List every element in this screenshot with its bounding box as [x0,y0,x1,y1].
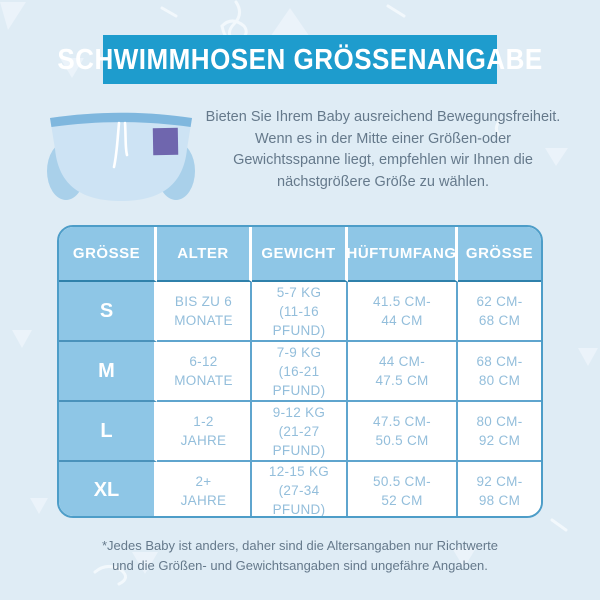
cell-size-cm-xl: 92 CM- 98 CM [458,462,541,516]
intro-line: Gewichtsspanne liegt, empfehlen wir Ihne… [233,152,533,168]
size-table: GRÖSSE ALTER GEWICHT HÜFTUMFANG GRÖSSE S… [57,225,543,518]
cell-line: 41.5 CM- [373,294,431,309]
cell-line: 80 CM [478,373,521,388]
footnote: *Jedes Baby ist anders, daher sind die A… [0,536,600,575]
cell-weight-l: 9-12 KG (21-27 PFUND) [252,402,348,462]
col-header-alter: ALTER [157,227,252,282]
cell-weight-xl: 12-15 KG (27-34 PFUND) [252,462,348,517]
page-title: SCHWIMMHOSEN GRÖSSENANGABE [57,42,543,76]
cell-line: MONATE [174,373,233,388]
cell-hip-s: 41.5 CM- 44 CM [348,282,458,342]
cell-size-cm-l: 80 CM- 92 CM [458,402,541,462]
intro-line: Wenn es in der Mitte einer Größen-oder [254,130,511,147]
swim-diaper-illustration [47,112,195,201]
cell-line: 2+ [195,473,212,489]
cell-line: (11-16 PFUND) [272,303,326,338]
cell-line: 7-9 KG [276,344,322,360]
cell-line: 47.5 CM- [373,414,431,429]
col-header-groesse-cm: GRÖSSE [458,227,541,282]
cell-line: 98 CM [478,492,521,508]
col-header-groesse: GRÖSSE [59,227,157,282]
cell-line: 80 CM- [476,414,523,429]
cell-age-l: 1-2 JAHRE [157,402,252,462]
cell-age-xl: 2+ JAHRE [157,462,252,516]
cell-line: 44 CM- [378,354,426,369]
cell-size-cm-m: 68 CM- 80 CM [458,342,541,402]
footnote-line: *Jedes Baby ist anders, daher sind die A… [101,538,498,553]
cell-line: BIS ZU 6 [174,294,233,309]
size-label-m: M [59,342,157,402]
footnote-line: und die Größen- und Gewichtsangaben sind… [112,557,488,573]
header-banner: SCHWIMMHOSEN GRÖSSENANGABE [57,35,542,84]
intro-line: Bieten Sie Ihrem Baby ausreichend Bewegu… [205,109,561,125]
size-label-s: S [59,282,157,342]
cell-line: JAHRE [180,433,227,448]
cell-line: JAHRE [180,492,227,508]
cell-age-m: 6-12 MONATE [157,342,252,402]
cell-line: 92 CM [478,433,521,448]
cell-line: 47.5 CM [375,373,429,388]
cell-line: (16-21 PFUND) [272,363,326,398]
cell-line: MONATE [174,313,233,328]
cell-line: 92 CM- [476,473,523,489]
size-label-l: L [59,402,157,462]
cell-line: (27-34 PFUND) [272,483,326,517]
cell-line: (21-27 PFUND) [272,423,326,458]
diaper-drawstring [112,121,121,169]
cell-line: 62 CM- [476,294,523,309]
cell-hip-m: 44 CM- 47.5 CM [348,342,458,402]
cell-hip-l: 47.5 CM- 50.5 CM [348,402,458,462]
cell-line: 68 CM [478,313,521,328]
diaper-drawstring-2 [123,121,129,157]
cell-hip-xl: 50.5 CM- 52 CM [348,462,458,516]
cell-weight-m: 7-9 KG (16-21 PFUND) [252,342,348,402]
cell-line: 44 CM [381,313,423,328]
col-header-hueftumfang: HÜFTUMFANG [347,227,458,282]
cell-line: 1-2 [193,414,214,429]
cell-line: 9-12 KG [272,404,326,420]
cell-line: 6-12 [189,354,218,369]
diaper-patch [152,127,179,156]
intro-paragraph: Bieten Sie Ihrem Baby ausreichend Bewegu… [202,107,564,193]
cell-line: 50.5 CM- [373,473,431,489]
cell-line: 50.5 CM [375,433,429,448]
cell-line: 12-15 KG [268,464,330,479]
size-label-xl: XL [59,462,157,516]
cell-line: 5-7 KG [276,284,322,300]
diaper-waistband [50,112,192,127]
intro-line: nächstgrößere Größe zu wählen. [277,173,489,190]
cell-age-s: BIS ZU 6 MONATE [157,282,252,342]
cell-line: 52 CM [381,492,423,508]
col-header-gewicht: GEWICHT [252,227,348,282]
cell-size-cm-s: 62 CM- 68 CM [458,282,541,342]
cell-line: 68 CM- [476,354,523,369]
cell-weight-s: 5-7 KG (11-16 PFUND) [252,282,348,342]
